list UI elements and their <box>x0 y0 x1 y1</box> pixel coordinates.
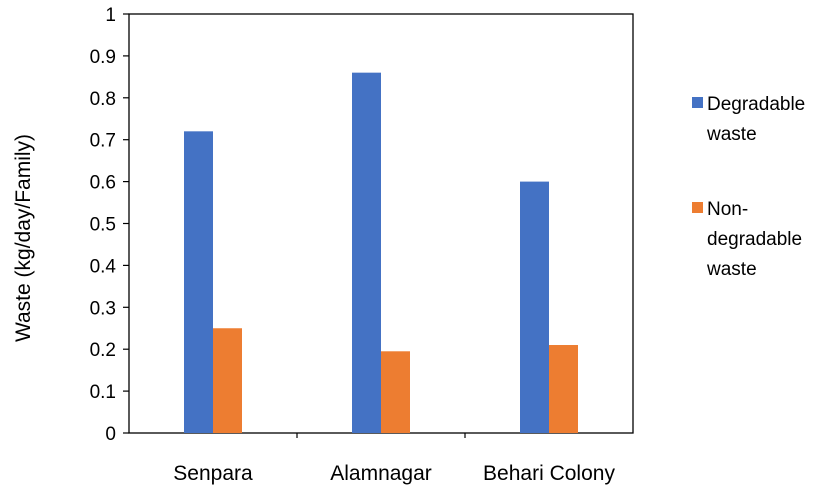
y-tick-label: 0.6 <box>90 173 116 194</box>
bar <box>381 351 410 433</box>
x-axis: Senpara Alamnagar Behari Colony <box>173 433 615 485</box>
y-tick-label: 1 <box>105 5 116 26</box>
legend-label: waste <box>706 124 757 145</box>
y-tick-label: 0.8 <box>90 89 116 110</box>
x-category-label: Senpara <box>173 462 253 485</box>
bar <box>184 131 213 433</box>
bar <box>352 72 381 433</box>
legend-label: Degradable <box>707 94 805 115</box>
y-tick-label: 0.9 <box>90 47 116 68</box>
legend-label: waste <box>706 259 757 280</box>
y-tick-label: 0.4 <box>90 256 117 277</box>
y-tick-label: 0 <box>105 424 116 445</box>
y-tick-label: 0.2 <box>90 340 116 361</box>
legend: Degradable waste Non-degradable waste <box>692 94 805 280</box>
y-tick-label: 0.1 <box>90 382 116 403</box>
y-axis: 0 0.1 0.2 0.3 0.4 0.5 0.6 0.7 0.8 0.9 1 <box>90 5 129 445</box>
x-category-label: Alamnagar <box>330 462 432 485</box>
bar <box>520 181 549 433</box>
x-category-label: Behari Colony <box>483 462 615 485</box>
legend-swatch <box>692 97 703 108</box>
legend-label: degradable <box>707 229 802 250</box>
bars <box>184 72 578 433</box>
y-tick-label: 0.7 <box>90 131 116 152</box>
y-tick-label: 0.3 <box>90 298 116 319</box>
y-tick-label: 0.5 <box>90 215 116 236</box>
bar <box>549 345 578 433</box>
bar <box>213 328 242 433</box>
legend-swatch <box>692 202 703 213</box>
y-axis-title: Waste (kg/day/Family) <box>12 134 35 342</box>
legend-label: Non- <box>707 199 748 220</box>
